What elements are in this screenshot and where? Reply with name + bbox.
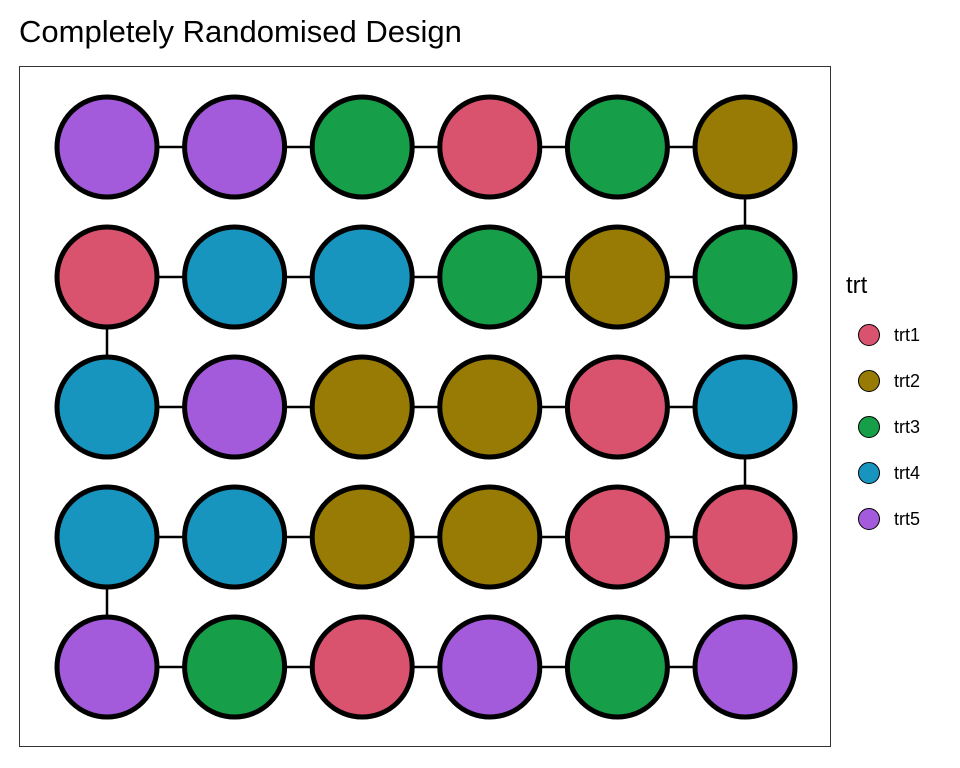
plot-unit-trt4 <box>54 484 160 590</box>
plot-unit-trt1 <box>54 224 160 330</box>
plot-unit-trt2 <box>564 224 670 330</box>
plot-unit-trt3 <box>309 94 415 200</box>
plot-unit-trt5 <box>182 354 288 460</box>
legend-title: trt <box>846 272 868 299</box>
legend-label: trt1 <box>894 324 921 345</box>
plot-unit-trt3 <box>437 224 543 330</box>
plot-unit-trt3 <box>564 94 670 200</box>
legend-key-trt2 <box>858 370 880 392</box>
plot-unit-trt1 <box>564 354 670 460</box>
plot-unit-trt2 <box>437 354 543 460</box>
plot-unit-trt2 <box>692 94 798 200</box>
plot-unit-trt1 <box>309 614 415 720</box>
plot-unit-trt5 <box>437 614 543 720</box>
legend-item-trt3: trt3 <box>846 404 920 450</box>
plot-unit-trt4 <box>182 484 288 590</box>
legend: trt trt1 trt2 trt3 trt4 trt5 <box>846 272 920 542</box>
plot-unit-trt3 <box>692 224 798 330</box>
plot-panel <box>19 66 831 747</box>
legend-label: trt2 <box>894 370 921 391</box>
legend-key-trt4 <box>858 462 880 484</box>
plot-unit-trt3 <box>182 614 288 720</box>
plot-unit-trt3 <box>564 614 670 720</box>
plot-unit-trt1 <box>564 484 670 590</box>
legend-item-trt5: trt5 <box>846 496 920 542</box>
plot-unit-trt4 <box>692 354 798 460</box>
plot-unit-trt4 <box>54 354 160 460</box>
legend-key-trt1 <box>858 324 880 346</box>
plot-unit-trt4 <box>309 224 415 330</box>
plot-unit-trt4 <box>182 224 288 330</box>
plot-unit-trt2 <box>437 484 543 590</box>
plot-unit-trt5 <box>54 94 160 200</box>
plot-unit-trt5 <box>692 614 798 720</box>
plot-unit-trt5 <box>54 614 160 720</box>
legend-key-trt3 <box>858 416 880 438</box>
legend-label: trt4 <box>894 462 921 483</box>
legend-item-trt2: trt2 <box>846 358 920 404</box>
legend-label: trt3 <box>894 416 921 437</box>
plot-unit-trt2 <box>309 484 415 590</box>
legend-items: trt1 trt2 trt3 trt4 trt5 <box>846 312 920 542</box>
plot-unit-trt5 <box>182 94 288 200</box>
legend-item-trt4: trt4 <box>846 450 920 496</box>
plot-unit-trt1 <box>437 94 543 200</box>
chart-title: Completely Randomised Design <box>19 14 462 49</box>
legend-key-trt5 <box>858 508 880 530</box>
legend-item-trt1: trt1 <box>846 312 920 358</box>
plot-unit-trt2 <box>309 354 415 460</box>
legend-label: trt5 <box>894 508 921 529</box>
field-layout-diagram <box>54 94 798 720</box>
plot-unit-trt1 <box>692 484 798 590</box>
